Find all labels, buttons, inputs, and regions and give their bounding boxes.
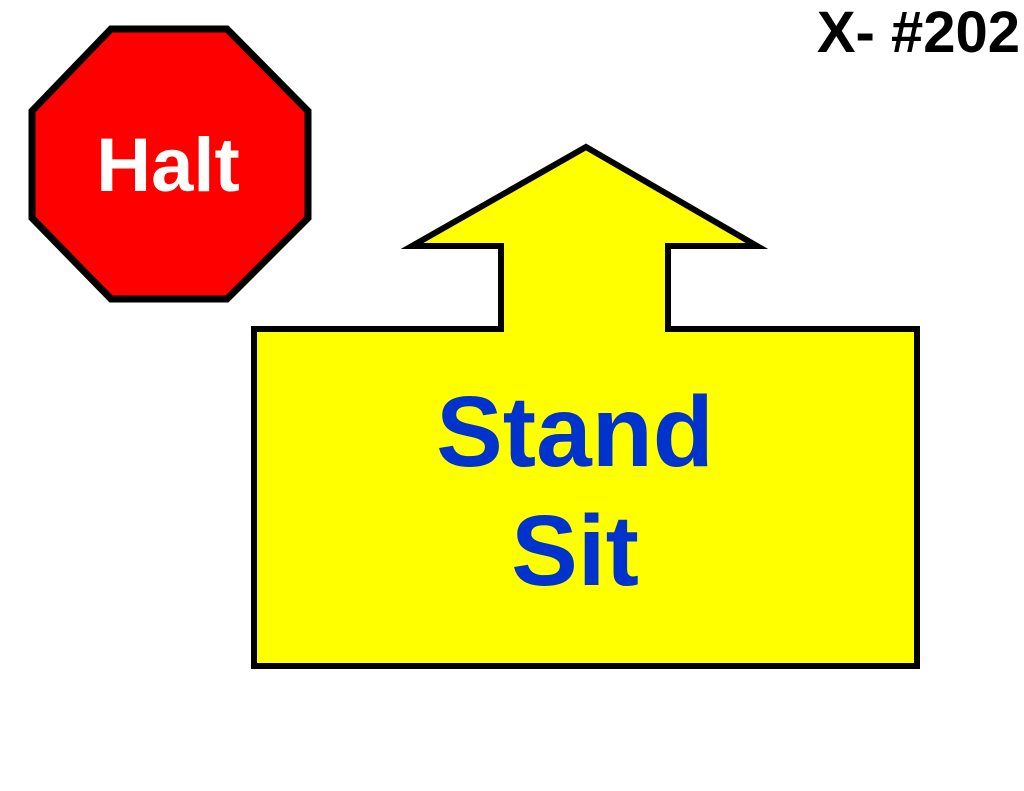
halt-sign: Halt [28, 25, 312, 303]
arrow-panel: Stand Sit [251, 143, 920, 669]
halt-label: Halt [96, 123, 240, 208]
stop-octagon-icon [28, 25, 312, 303]
arrow-panel-line-sit: Sit [511, 495, 639, 607]
sign-code: X- #202 [816, 0, 1020, 65]
up-arrow-icon [251, 143, 920, 669]
arrow-panel-line-stand: Stand [436, 376, 714, 488]
